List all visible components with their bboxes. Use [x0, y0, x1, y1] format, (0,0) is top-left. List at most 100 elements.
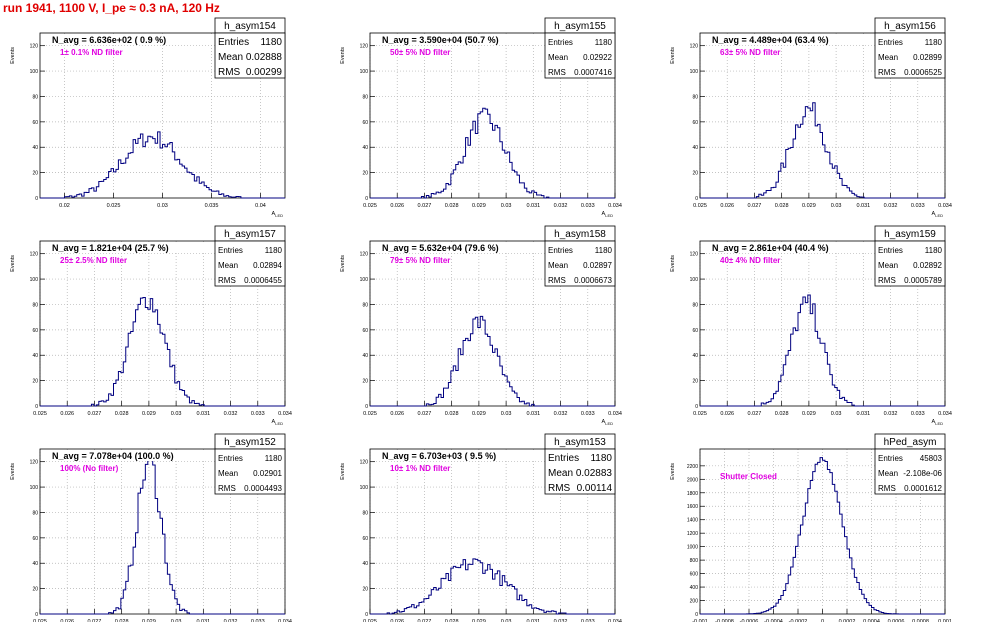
stats-value: 0.02899 [913, 53, 942, 62]
navg-label: N_avg = 3.590e+04 (50.7 %) [382, 35, 499, 45]
stats-box [874, 240, 946, 287]
y-tick-label: 20 [362, 379, 368, 385]
x-tick-label: 0.029 [802, 411, 816, 417]
x-tick-label: 0.028 [445, 203, 459, 209]
histogram-panel-h_asym153: 0.025 0.026 0.027 0.028 0.029 0.03 0.031 0.032 0… [340, 433, 622, 622]
x-tick-label: 0.026 [390, 411, 404, 417]
stats-value: 1180 [590, 453, 612, 464]
y-tick-label: 20 [692, 171, 698, 177]
plot-frame [699, 240, 946, 407]
histogram-panel-h_asym156: 0.025 0.026 0.027 0.028 0.029 0.03 0.031 0.032 0… [670, 17, 952, 218]
y-tick-label: 0 [35, 196, 38, 202]
y-axis-label: Events [10, 463, 16, 480]
y-tick-label: 40 [692, 145, 698, 151]
x-tick-label: 0.033 [581, 619, 595, 622]
histogram-panel-h_asym154: 0.02 0.025 0.03 0.035 0.04 0 20 40 60 80 100 120 Eve… [10, 17, 286, 218]
y-tick-label: 100 [360, 485, 369, 491]
stats-label: Entries [878, 38, 903, 47]
x-axis-label: ALED [602, 419, 614, 426]
y-tick-label: 80 [32, 510, 38, 516]
histogram-name: h_asym159 [884, 229, 936, 240]
x-tick-label: 0.03 [501, 411, 512, 417]
y-tick-label: 20 [362, 587, 368, 593]
y-tick-label: 120 [30, 44, 39, 50]
filter-note: 50± 5% ND filter [390, 48, 450, 57]
x-tick-label: 0.031 [526, 203, 540, 209]
x-axis-label: ALED [932, 419, 944, 426]
stats-label: Mean [218, 261, 238, 270]
x-tick-label: 0.03 [501, 203, 512, 209]
stats-label: Entries [548, 38, 573, 47]
x-axis-label: ALED [602, 211, 614, 218]
x-tick-label: 0.027 [418, 411, 432, 417]
x-tick-label: 0.026 [60, 411, 74, 417]
x-tick-label: 0.03 [157, 203, 168, 209]
filter-note: 10± 1% ND filter [390, 464, 450, 473]
histogram-name: h_asym155 [554, 21, 606, 32]
stats-label: Entries [218, 246, 243, 255]
x-tick-label: 0.02 [59, 203, 70, 209]
y-tick-label: 100 [360, 69, 369, 75]
y-tick-label: 80 [32, 94, 38, 100]
histogram-line [700, 457, 945, 615]
y-tick-label: 40 [362, 561, 368, 567]
stats-label: RMS [548, 483, 571, 494]
navg-box [371, 242, 551, 253]
stats-label: Entries [878, 246, 903, 255]
x-tick-label: 0.028 [115, 411, 129, 417]
navg-box [41, 242, 221, 253]
stats-box [214, 240, 286, 287]
histogram-name: h_asym156 [884, 21, 936, 32]
stats-label: Entries [218, 37, 249, 48]
x-tick-label: 0.025 [107, 203, 121, 209]
y-tick-label: 120 [30, 460, 39, 466]
stats-value: 0.02894 [253, 261, 282, 270]
x-tick-label: -0.0004 [764, 619, 783, 622]
stats-value: 0.0006455 [244, 276, 282, 285]
x-tick-label: 0.032 [884, 203, 898, 209]
stats-value: 0.0004493 [244, 484, 282, 493]
x-tick-label: 0.028 [445, 619, 459, 622]
filter-note: 25± 2.5% ND filter [60, 256, 127, 265]
x-tick-label: 0.03 [171, 619, 182, 622]
y-tick-label: 20 [362, 171, 368, 177]
x-tick-label: 0.029 [142, 619, 156, 622]
x-tick-label: 0.034 [608, 619, 622, 622]
y-axis-label: Events [340, 463, 346, 480]
navg-box [701, 34, 881, 45]
y-tick-label: 0 [35, 404, 38, 410]
x-tick-label: 0.031 [856, 411, 870, 417]
stats-box [214, 448, 286, 495]
stats-label: RMS [878, 68, 896, 77]
y-tick-label: 120 [690, 252, 699, 258]
histogram-name: hPed_asym [884, 437, 937, 448]
y-axis-label: Events [340, 47, 346, 64]
x-tick-label: 0.025 [33, 619, 47, 622]
x-tick-label: 0 [821, 619, 824, 622]
stats-label: RMS [878, 276, 896, 285]
navg-box [371, 34, 551, 45]
stats-value: 1180 [925, 38, 943, 47]
x-tick-label: 0.033 [251, 619, 265, 622]
x-tick-label: 0.034 [608, 411, 622, 417]
y-tick-label: 1800 [687, 491, 698, 497]
y-tick-label: 60 [362, 120, 368, 126]
y-axis-label: Events [670, 463, 676, 480]
x-tick-label: 0.025 [33, 411, 47, 417]
y-tick-label: 400 [690, 585, 699, 591]
x-tick-label: 0.027 [748, 411, 762, 417]
y-tick-label: 800 [690, 558, 699, 564]
stats-label: RMS [218, 67, 241, 78]
x-axis-label: ALED [932, 211, 944, 218]
x-tick-label: 0.032 [554, 203, 568, 209]
x-tick-label: 0.031 [526, 619, 540, 622]
x-tick-label: 0.028 [775, 203, 789, 209]
x-tick-label: 0.031 [196, 619, 210, 622]
x-tick-label: 0.025 [363, 619, 377, 622]
y-tick-label: 100 [30, 69, 39, 75]
stats-label: Mean [548, 261, 568, 270]
stats-label: Mean [878, 261, 898, 270]
navg-box [41, 34, 221, 45]
filter-note: 79± 5% ND filter [390, 256, 450, 265]
